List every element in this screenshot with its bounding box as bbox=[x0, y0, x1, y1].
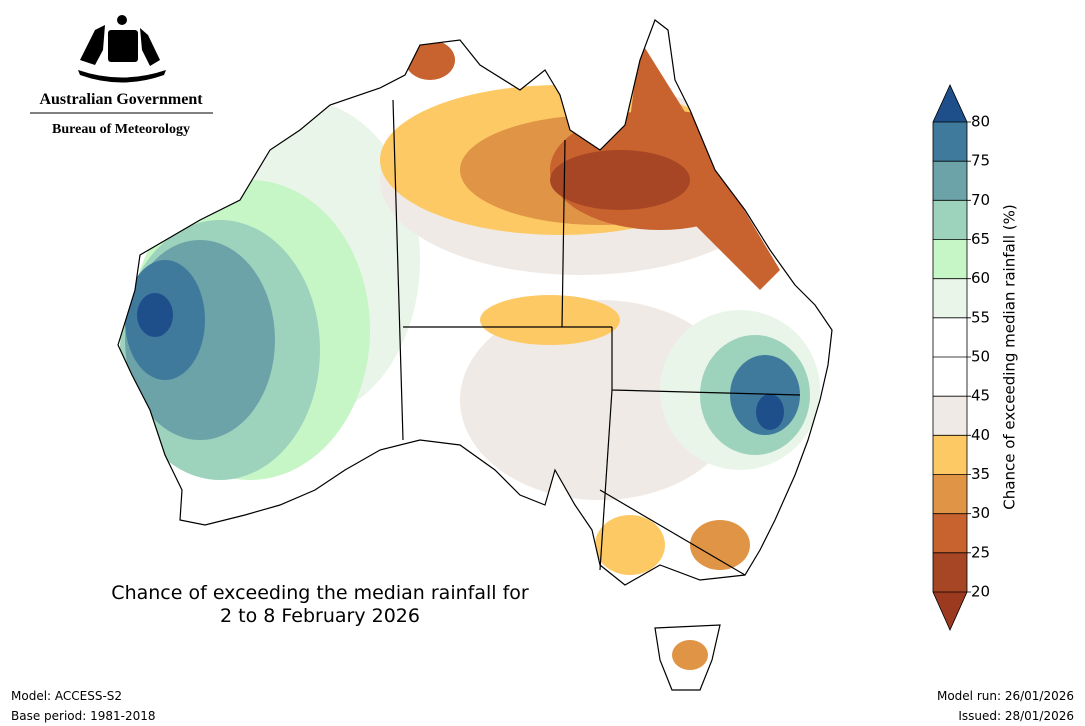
coat-of-arms bbox=[78, 15, 166, 83]
government-name: Australian Government bbox=[39, 91, 203, 108]
model-label: Model: ACCESS-S2 bbox=[11, 689, 122, 703]
colorbar-title: Chance of exceeding median rainfall (%) bbox=[1001, 204, 1019, 509]
agency-name: Bureau of Meteorology bbox=[52, 122, 190, 137]
model-run-label: Model run: 26/01/2026 bbox=[937, 689, 1074, 703]
colorbar-segment bbox=[933, 396, 967, 436]
colorbar-tick-label: 30 bbox=[971, 504, 990, 522]
base-period-label: Base period: 1981-2018 bbox=[11, 709, 156, 723]
colorbar-segment bbox=[933, 552, 967, 592]
colorbar-over bbox=[933, 85, 967, 122]
colorbar-tick-label: 75 bbox=[971, 152, 990, 170]
colorbar: 20 25 30 35 40 45 50 55 60 65 70 75 80 bbox=[932, 84, 990, 631]
rainfall-map bbox=[118, 20, 832, 690]
colorbar-tick-label: 35 bbox=[971, 465, 990, 483]
colorbar-segment bbox=[933, 200, 967, 240]
colorbar-segment bbox=[933, 435, 967, 475]
colorbar-tick-label: 55 bbox=[971, 308, 990, 326]
tasmania-coast bbox=[654, 624, 721, 691]
colorbar-tick-label: 25 bbox=[971, 543, 990, 561]
issued-label: Issued: 28/01/2026 bbox=[958, 709, 1074, 723]
colorbar-segment bbox=[933, 239, 967, 279]
colorbar-tick-label: 80 bbox=[971, 113, 990, 131]
state-borders bbox=[392, 99, 801, 576]
colorbar-segment bbox=[933, 317, 967, 357]
colorbar-tick-label: 40 bbox=[971, 426, 990, 444]
map-title: Chance of exceeding the median rainfall … bbox=[111, 582, 529, 604]
colorbar-tick-label: 45 bbox=[971, 387, 990, 405]
colorbar-segment bbox=[933, 513, 967, 553]
colorbar-tick-label: 50 bbox=[971, 348, 990, 366]
colorbar-segment bbox=[933, 357, 967, 397]
colorbar-tick-label: 20 bbox=[971, 583, 990, 601]
colorbar-segment bbox=[933, 161, 967, 201]
map-title: 2 to 8 February 2026 bbox=[220, 605, 420, 627]
colorbar-segment bbox=[933, 474, 967, 514]
colorbar-under bbox=[933, 592, 967, 630]
colorbar-segment bbox=[933, 278, 967, 318]
colorbar-tick-label: 70 bbox=[971, 191, 990, 209]
colorbar-tick-label: 65 bbox=[971, 230, 990, 248]
colorbar-tick-label: 60 bbox=[971, 269, 990, 287]
colorbar-segment bbox=[933, 122, 967, 162]
